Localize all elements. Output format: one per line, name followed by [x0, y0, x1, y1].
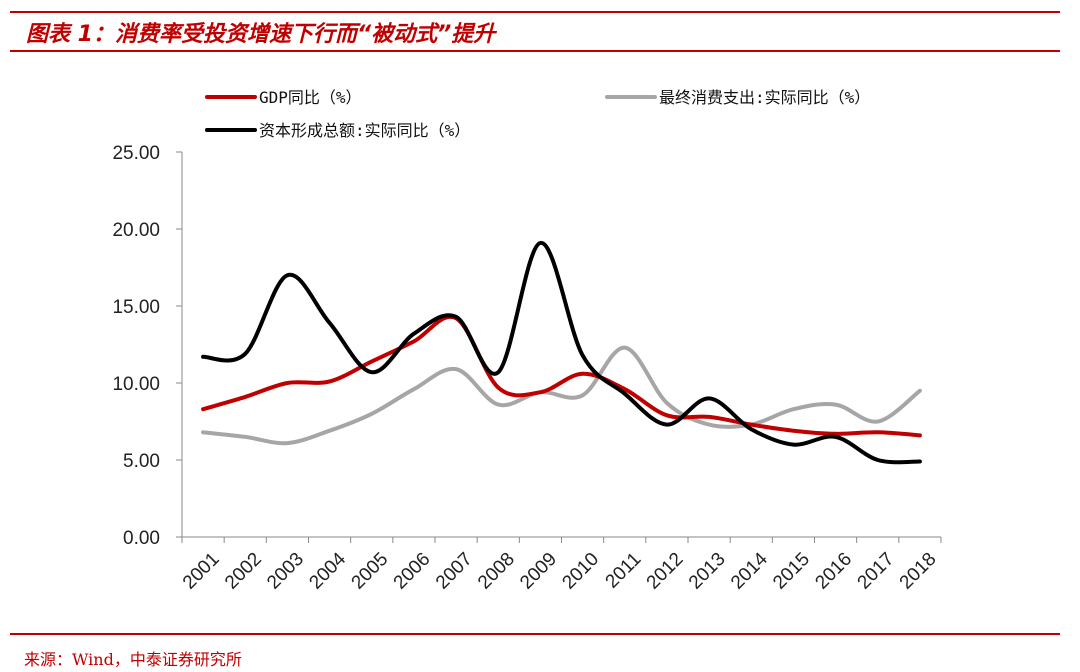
x-tick-label: 2008	[474, 549, 519, 594]
y-tick-label: 10.00	[112, 374, 160, 395]
series-lines	[201, 240, 922, 465]
legend: GDP同比（%） 最终消费支出:实际同比（%） 资本形成总额:实际同比（%）	[205, 88, 870, 140]
x-tick-labels: 2001200220032004200520062007200820092010…	[179, 548, 941, 593]
legend-label: 最终消费支出:实际同比（%）	[659, 88, 870, 107]
chart-axes	[176, 151, 942, 543]
x-tick-label: 2005	[348, 549, 393, 594]
x-tick-label: 2006	[390, 549, 435, 594]
y-tick-label: 20.00	[112, 220, 160, 241]
y-tick-label: 15.00	[112, 297, 160, 318]
x-tick-label: 2014	[727, 548, 772, 593]
y-tick-label: 0.00	[123, 528, 160, 549]
x-tick-label: 2015	[769, 549, 814, 594]
bottom-rule	[10, 633, 1060, 635]
source-note: 来源：Wind，中泰证券研究所	[24, 650, 242, 669]
x-tick-label: 2007	[432, 549, 477, 594]
page-title: 图表 1：消费率受投资增速下行而“被动式”提升	[26, 22, 496, 47]
legend-label: GDP同比（%）	[259, 88, 362, 107]
legend-item-capital-formation: 资本形成总额:实际同比（%）	[205, 121, 470, 140]
x-tick-label: 2009	[516, 549, 561, 594]
x-tick-label: 2001	[179, 549, 224, 594]
x-tick-label: 2010	[558, 549, 603, 594]
x-tick-label: 2013	[685, 549, 730, 594]
legend-label: 资本形成总额:实际同比（%）	[259, 121, 470, 140]
x-tick-label: 2003	[263, 549, 308, 594]
x-tick-label: 2004	[305, 548, 350, 593]
title-rule	[10, 50, 1060, 52]
consumption-series-line	[201, 345, 922, 446]
y-tick-labels: 0.00 5.00 10.00 15.00 20.00 25.00	[112, 143, 160, 549]
x-tick-label: 2018	[896, 549, 941, 594]
legend-item-gdp: GDP同比（%）	[205, 88, 362, 107]
x-tick-label: 2017	[854, 549, 899, 594]
capital-formation-series-line	[201, 240, 922, 465]
legend-item-consumption: 最终消费支出:实际同比（%）	[605, 88, 870, 107]
x-tick-label: 2011	[602, 549, 646, 593]
x-tick-label: 2012	[643, 549, 688, 594]
gdp-series-line	[201, 314, 922, 438]
y-tick-label: 5.00	[123, 451, 160, 472]
x-tick-label: 2002	[221, 549, 266, 594]
x-tick-label: 2016	[811, 549, 856, 594]
top-rule	[10, 11, 1060, 13]
y-tick-label: 25.00	[112, 143, 160, 164]
